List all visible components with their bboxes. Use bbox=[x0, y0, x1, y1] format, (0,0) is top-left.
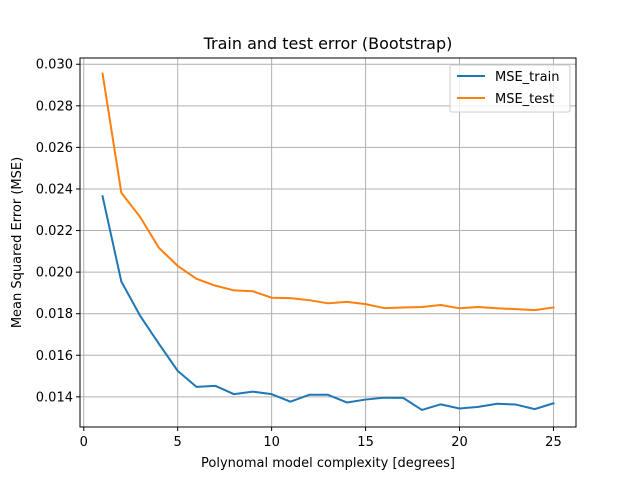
x-axis-label: Polynomal model complexity [degrees] bbox=[201, 456, 455, 471]
y-tick-label: 0.018 bbox=[36, 307, 73, 322]
x-tick-label: 10 bbox=[263, 435, 280, 450]
y-axis-ticks: 0.014 0.016 0.018 0.020 0.022 0.024 0.026 0.028… bbox=[36, 58, 80, 405]
x-tick-label: 0 bbox=[80, 435, 88, 450]
series-lines bbox=[101, 72, 555, 411]
y-tick-label: 0.024 bbox=[36, 182, 73, 197]
series-line-mse-train bbox=[101, 195, 555, 411]
y-tick-label: 0.014 bbox=[36, 390, 73, 405]
x-tick-label: 25 bbox=[545, 435, 562, 450]
y-tick-label: 0.026 bbox=[36, 141, 73, 156]
x-axis-ticks: 0 5 10 15 20 25 bbox=[80, 427, 562, 450]
x-tick-label: 20 bbox=[451, 435, 468, 450]
x-tick-label: 15 bbox=[357, 435, 374, 450]
series-line-mse-test bbox=[101, 72, 555, 312]
x-tick-label: 5 bbox=[174, 435, 182, 450]
legend-label: MSE_test bbox=[495, 92, 554, 107]
y-tick-label: 0.020 bbox=[36, 266, 73, 281]
y-tick-label: 0.028 bbox=[36, 99, 73, 114]
y-tick-label: 0.016 bbox=[36, 349, 73, 364]
y-tick-label: 0.030 bbox=[36, 58, 73, 73]
y-axis-label: Mean Squared Error (MSE) bbox=[10, 157, 25, 328]
grid bbox=[80, 58, 576, 427]
legend: MSE_train MSE_test bbox=[449, 64, 571, 113]
legend-label: MSE_train bbox=[495, 70, 559, 85]
plot-area-frame bbox=[79, 57, 577, 428]
y-tick-label: 0.022 bbox=[36, 224, 73, 239]
chart-title: Train and test error (Bootstrap) bbox=[203, 34, 453, 53]
